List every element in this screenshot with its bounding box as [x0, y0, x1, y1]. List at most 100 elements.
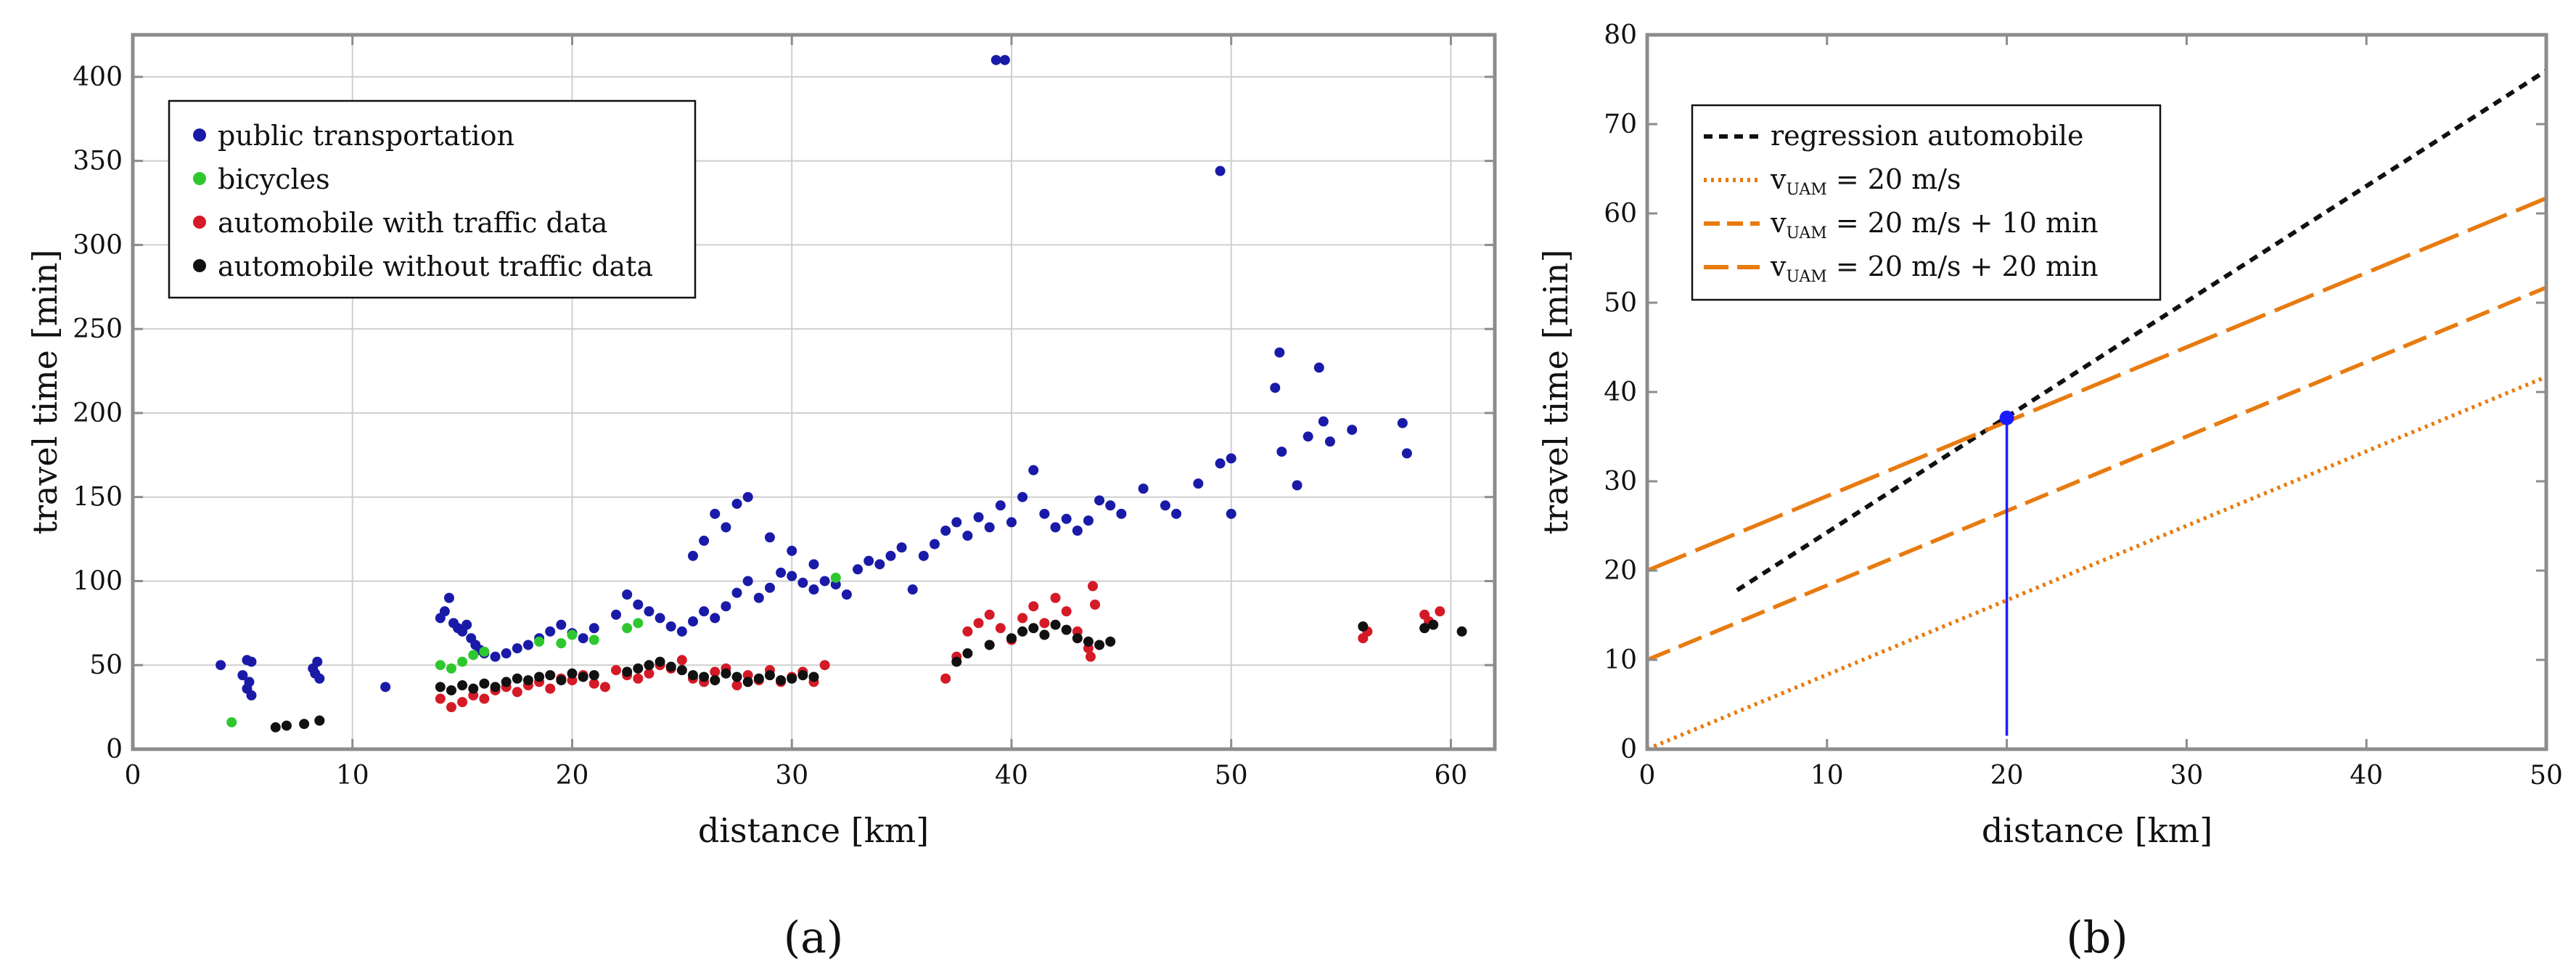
data-point [764, 670, 775, 681]
data-point [776, 567, 787, 578]
data-point [962, 530, 973, 541]
tick-label-y: 300 [73, 230, 123, 260]
data-point [1105, 636, 1116, 647]
tick-label-y: 80 [1604, 20, 1637, 50]
data-point [995, 500, 1006, 511]
data-point [633, 599, 644, 610]
legend-marker [193, 128, 206, 142]
legend-label-rest: = 20 m/s + 10 min [1827, 207, 2099, 239]
data-point [753, 673, 764, 684]
data-point [864, 555, 874, 566]
data-point [885, 550, 896, 561]
data-point [1274, 347, 1285, 358]
chart-b: 0 10 20 30 40 50 0 10 20 30 40 50 60 70 80 distance [k… [1536, 20, 2563, 963]
data-point [1050, 592, 1061, 603]
data-point [984, 609, 995, 620]
tick-label-x: 50 [1215, 761, 1248, 791]
data-point [622, 589, 633, 600]
data-point [567, 629, 578, 640]
data-point [874, 559, 885, 570]
data-point [1270, 383, 1281, 393]
data-point [710, 508, 721, 519]
data-point [468, 650, 479, 661]
data-point [676, 626, 687, 637]
data-point [435, 682, 446, 693]
data-point [1347, 425, 1358, 436]
data-point [556, 638, 567, 649]
data-point [1303, 431, 1313, 442]
data-point [1061, 513, 1072, 524]
data-point [1083, 515, 1094, 526]
data-point [1428, 619, 1439, 630]
tick-label-y: 60 [1604, 199, 1637, 229]
tick-label-x: 0 [125, 761, 141, 791]
data-point [578, 671, 588, 682]
data-point [1050, 522, 1061, 533]
data-point [312, 656, 323, 667]
tick-label-y: 70 [1604, 110, 1637, 139]
data-point [1083, 636, 1094, 647]
chart-a-legend: public transportation bicycles automobile … [168, 99, 697, 299]
data-point [468, 683, 479, 694]
data-point [534, 636, 545, 647]
data-point [522, 675, 533, 686]
series-line-3 [1646, 196, 2548, 573]
chart-b-ticks: 0 10 20 30 40 50 0 10 20 30 40 50 60 70 80 [1604, 20, 2563, 791]
data-point [622, 666, 633, 677]
data-point [1087, 581, 1098, 592]
legend-marker [193, 216, 206, 229]
data-point [1401, 448, 1412, 459]
data-point [676, 665, 687, 676]
data-point [246, 690, 257, 701]
data-point [1039, 629, 1050, 640]
tick-label-x: 10 [336, 761, 369, 791]
legend-label-rest: = 20 m/s [1827, 163, 1961, 195]
chart-a-ticks: 0 10 20 30 40 50 60 0 50 100 150 200 250 300 350 400 [73, 35, 1495, 791]
tick-label-x: 50 [2530, 761, 2563, 791]
data-point [830, 572, 841, 583]
legend-label-main: v [1770, 250, 1787, 282]
data-point [457, 656, 468, 667]
data-point [435, 693, 446, 704]
data-point [246, 656, 257, 667]
data-point [962, 626, 973, 637]
data-point [907, 584, 918, 595]
data-point [599, 682, 610, 693]
data-point [787, 571, 797, 581]
series-line-0 [1736, 68, 2548, 592]
tick-label-x: 20 [556, 761, 589, 791]
data-point [588, 678, 599, 689]
data-point [588, 623, 599, 634]
chart-b-xlabel: distance [km] [1982, 811, 2212, 850]
data-point [764, 532, 775, 543]
data-point [479, 693, 490, 704]
data-point [443, 592, 454, 603]
data-point [270, 722, 281, 732]
data-point [1017, 613, 1028, 624]
data-point [588, 634, 599, 645]
data-point [984, 640, 995, 650]
data-point [1171, 508, 1182, 519]
data-point [655, 656, 665, 667]
data-point [1215, 166, 1226, 176]
data-point [457, 680, 468, 691]
tick-label-x: 60 [1435, 761, 1468, 791]
tick-label-y: 100 [73, 566, 123, 596]
data-point [1292, 480, 1303, 491]
data-point [819, 660, 830, 671]
legend-label: public transportation [218, 120, 514, 152]
data-point [588, 670, 599, 681]
data-point [1094, 495, 1105, 506]
data-point [797, 577, 808, 588]
data-point [314, 715, 325, 726]
data-point [501, 677, 512, 687]
data-point [1039, 618, 1050, 629]
series-bicycles [226, 572, 841, 727]
data-point [611, 665, 622, 676]
data-point [1028, 601, 1039, 612]
data-point [633, 618, 644, 629]
data-point [479, 678, 490, 689]
data-point [1039, 508, 1050, 519]
data-point [984, 522, 995, 533]
